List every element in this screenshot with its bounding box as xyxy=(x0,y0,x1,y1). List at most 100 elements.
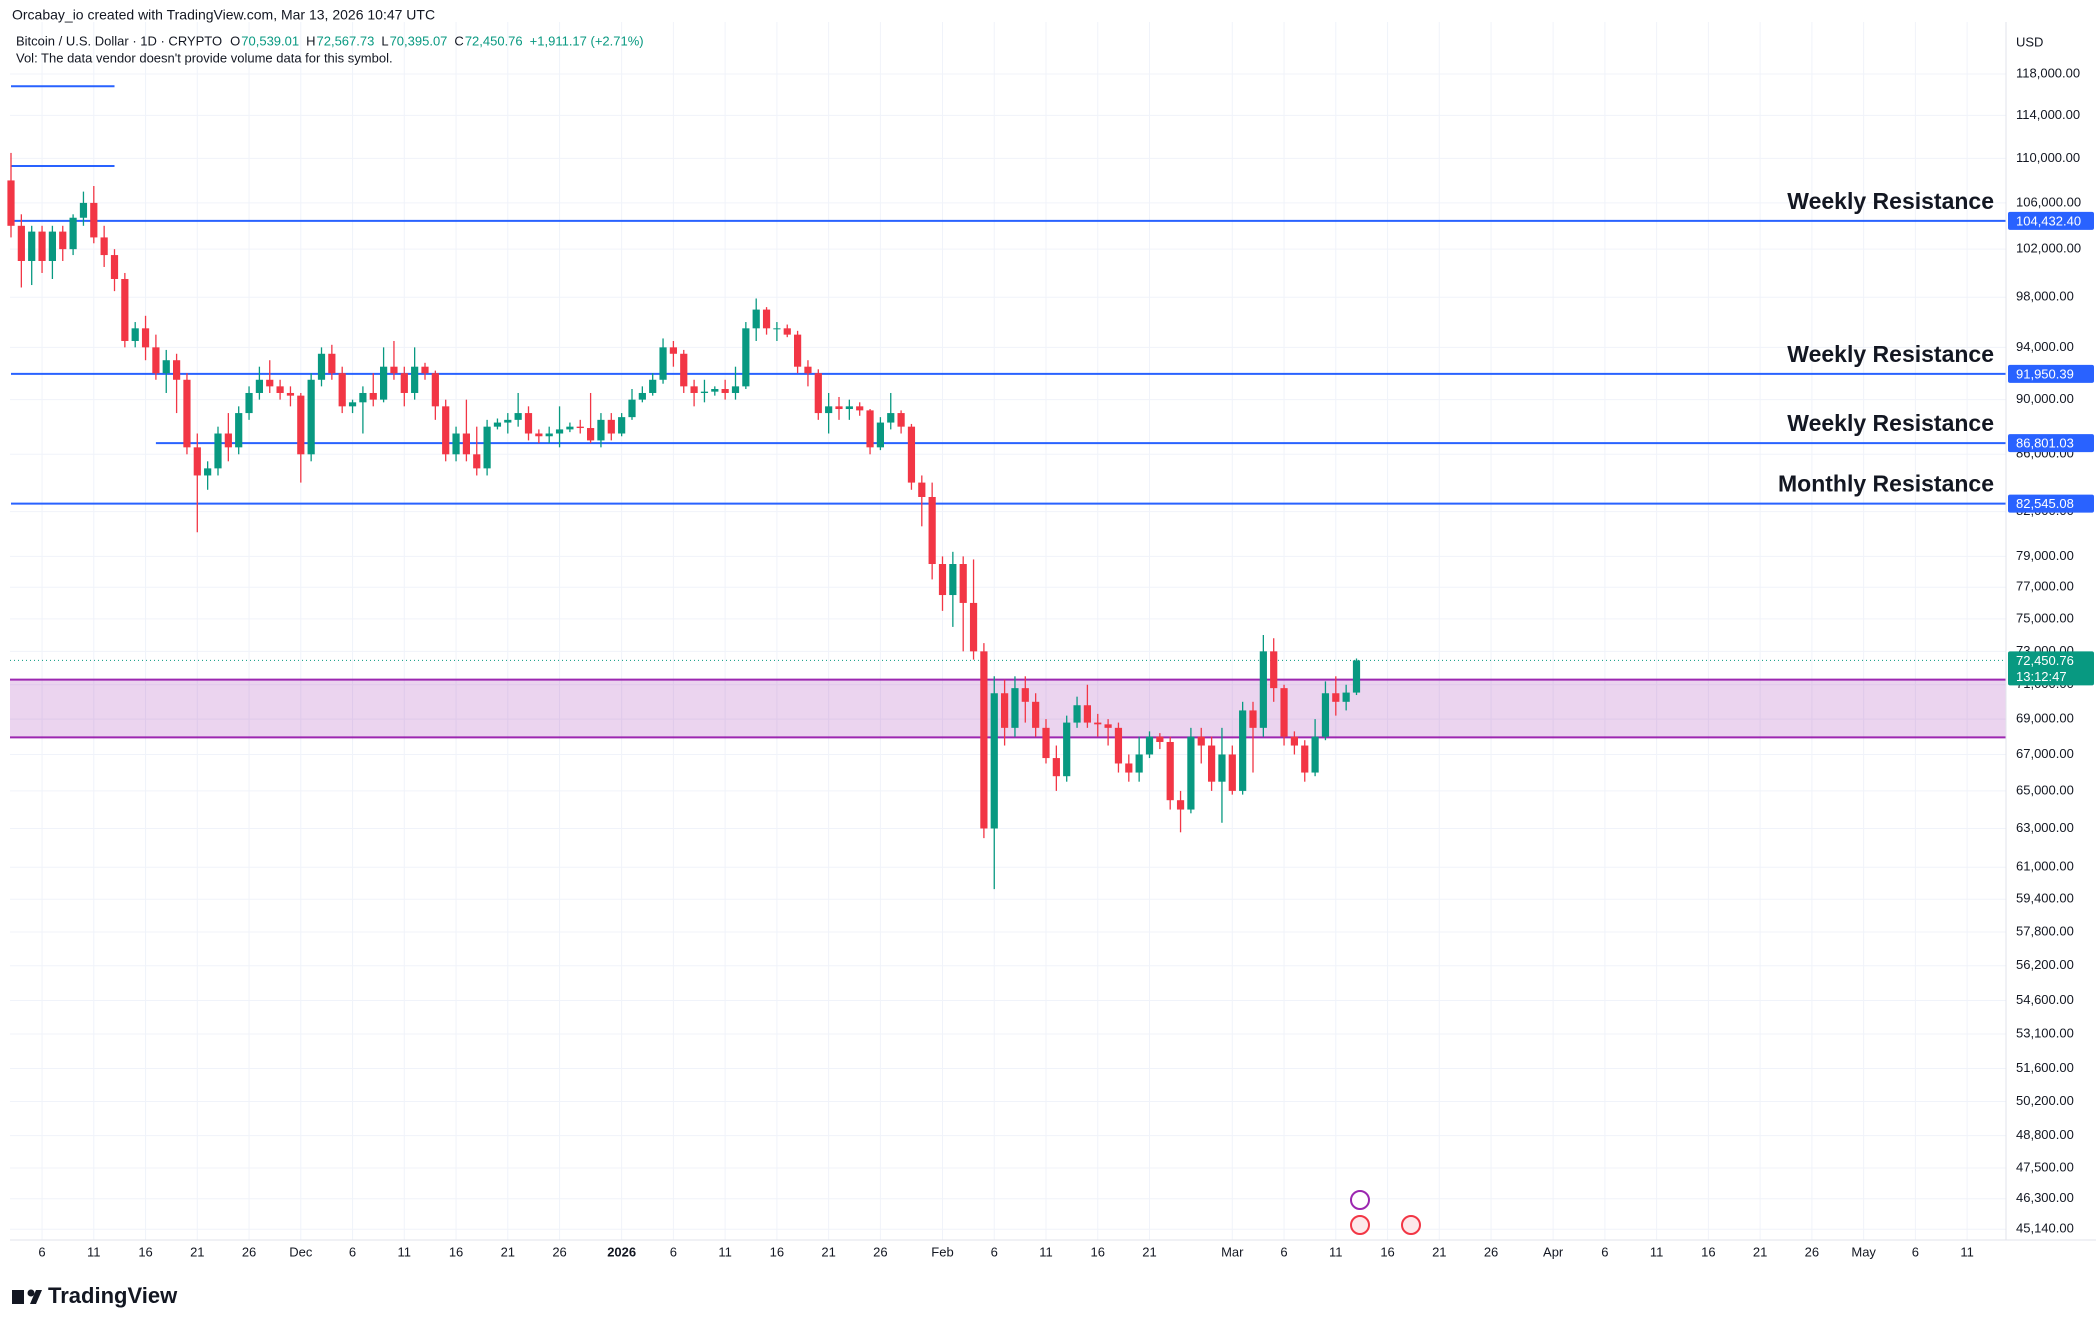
candle-body xyxy=(835,406,843,410)
quote-change: +1,911.17 (+2.71%) xyxy=(530,33,644,48)
event-icon[interactable] xyxy=(1350,1215,1370,1235)
candle-body xyxy=(752,309,760,329)
candle-body xyxy=(618,417,626,434)
candle-body xyxy=(17,225,25,261)
candle-body xyxy=(266,379,274,387)
x-tick-label: Apr xyxy=(1543,1244,1564,1259)
candle-body xyxy=(1021,688,1029,702)
x-tick-label: 6 xyxy=(1280,1244,1287,1259)
x-tick-label: 11 xyxy=(1650,1244,1664,1259)
candle-body xyxy=(711,389,719,392)
event-icon[interactable] xyxy=(1350,1190,1370,1210)
x-tick-label: 16 xyxy=(1380,1244,1394,1259)
candle-body xyxy=(69,217,77,250)
x-tick-label: 16 xyxy=(770,1244,784,1259)
y-tick-label: 90,000.00 xyxy=(2016,391,2074,406)
candle-body xyxy=(1114,727,1123,764)
candle-body xyxy=(690,386,698,393)
x-tick-label: 26 xyxy=(1805,1244,1819,1259)
quote-value: 72,450.76 xyxy=(465,33,523,48)
price-badge xyxy=(2008,211,2094,230)
y-tick-label: 48,800.00 xyxy=(2016,1127,2074,1142)
grid xyxy=(10,22,2006,1240)
last-price-badge xyxy=(2008,651,2094,686)
currency: USD xyxy=(2016,34,2043,49)
candle-body xyxy=(1187,736,1195,810)
candle-body xyxy=(928,496,936,565)
candle-body xyxy=(918,482,926,497)
candle-body xyxy=(628,399,636,418)
candle-body xyxy=(400,373,408,393)
credit: Orcabay_io created with TradingView.com,… xyxy=(12,7,435,23)
candle-body xyxy=(152,347,160,374)
y-tick-label: 54,600.00 xyxy=(2016,992,2074,1007)
y-tick-label: 69,000.00 xyxy=(2016,711,2074,726)
candle-body xyxy=(607,419,615,434)
candle-body xyxy=(1249,710,1257,728)
candle-body xyxy=(235,413,243,448)
last-price-text: 72,450.76 xyxy=(2016,653,2074,668)
candle-body xyxy=(721,389,729,393)
candle-body xyxy=(421,366,429,374)
x-tick-label: 21 xyxy=(1753,1244,1767,1259)
symbol: Bitcoin / U.S. Dollar · 1D · CRYPTO xyxy=(16,33,222,48)
candle-body xyxy=(183,379,191,448)
x-tick-label: 16 xyxy=(138,1244,152,1259)
candle-body xyxy=(1032,701,1040,728)
x-tick-label: 6 xyxy=(349,1244,356,1259)
logo-mark xyxy=(30,1290,42,1304)
y-tick-label: 47,500.00 xyxy=(2016,1159,2074,1174)
logo-mark xyxy=(12,1290,24,1304)
x-tick-label: 6 xyxy=(1601,1244,1608,1259)
x-tick-label: May xyxy=(1851,1244,1876,1259)
candle-body xyxy=(1104,724,1112,728)
countdown-text: 13:12:47 xyxy=(2016,669,2067,684)
y-tick-label: 110,000.00 xyxy=(2016,150,2080,165)
x-tick-label: 6 xyxy=(670,1244,677,1259)
candle-body xyxy=(638,392,646,400)
y-tick-label: 50,200.00 xyxy=(2016,1093,2074,1108)
y-tick-label: 67,000.00 xyxy=(2016,746,2074,761)
candle-body xyxy=(1011,688,1019,728)
quote-key: C xyxy=(454,33,463,48)
x-tick-label: 21 xyxy=(1142,1244,1156,1259)
quote-value: 70,539.01 xyxy=(241,33,299,48)
candle-body xyxy=(938,564,947,596)
price-badge-text: 91,950.39 xyxy=(2016,366,2074,381)
y-tick-label: 61,000.00 xyxy=(2016,859,2074,874)
candle-body xyxy=(1145,736,1154,755)
candle-body xyxy=(597,419,605,441)
candle-body xyxy=(576,426,584,429)
event-icon[interactable] xyxy=(1401,1215,1421,1235)
candle-body xyxy=(483,426,491,469)
y-tick-label: 102,000.00 xyxy=(2016,241,2081,256)
candle-body xyxy=(100,237,108,256)
candle-body xyxy=(535,433,543,437)
candle-body xyxy=(307,379,315,455)
y-tick-label: 45,140.00 xyxy=(2016,1221,2074,1236)
quote-key: H xyxy=(306,33,315,48)
price-badge xyxy=(2008,364,2094,383)
candle-body xyxy=(131,328,139,341)
candle-body xyxy=(814,373,822,414)
candle-body xyxy=(742,328,750,387)
y-tick-label: 57,800.00 xyxy=(2016,923,2074,938)
candle-body xyxy=(214,433,222,469)
candle-body xyxy=(1352,660,1361,693)
candle-body xyxy=(762,309,771,329)
x-tick-label: 11 xyxy=(1039,1244,1053,1259)
x-tick-label: 26 xyxy=(552,1244,566,1259)
resistance-label: Weekly Resistance xyxy=(1787,341,1994,367)
candle-body xyxy=(1321,693,1330,737)
quote-value: 70,395.07 xyxy=(390,33,448,48)
price-badge xyxy=(2008,434,2094,453)
x-tick-label: 16 xyxy=(449,1244,463,1259)
candle-body xyxy=(48,231,56,261)
candle-body xyxy=(856,406,864,411)
candle-body xyxy=(204,468,212,476)
candle-body xyxy=(317,353,326,380)
x-tick-label: 26 xyxy=(242,1244,256,1259)
candle-body xyxy=(1001,693,1009,728)
